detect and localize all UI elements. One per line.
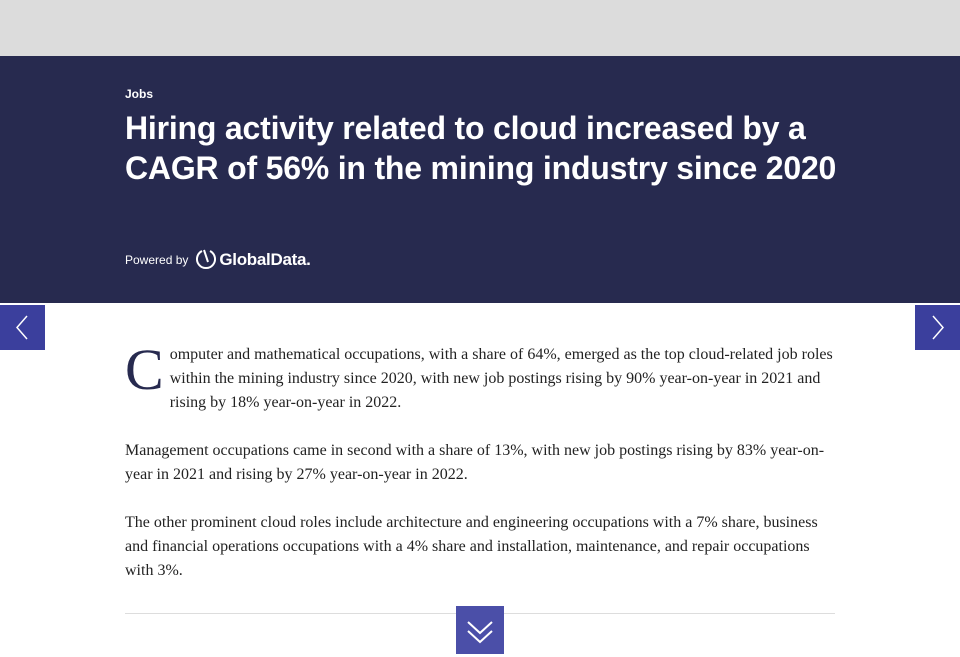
- paragraph: Computer and mathematical occupations, w…: [125, 337, 833, 411]
- headline: Hiring activity related to cloud increas…: [125, 110, 837, 186]
- category[interactable]: Jobs: [125, 87, 154, 101]
- top-bar: [0, 0, 960, 56]
- next-icon: [932, 315, 944, 340]
- paragraph: Management occupations came in second wi…: [125, 442, 825, 483]
- paragraph: The other prominent cloud roles include …: [125, 514, 818, 579]
- down-icon: [467, 621, 493, 644]
- powered-by: Powered by GlobalData.: [125, 248, 311, 272]
- article-body: Computer and mathematical occupations, w…: [125, 337, 837, 607]
- next-button[interactable]: [915, 305, 960, 350]
- prev-icon: [16, 315, 28, 340]
- hero-banner: Jobs Hiring activity related to cloud in…: [0, 56, 960, 303]
- brand-icon: [196, 249, 217, 270]
- brand-logo[interactable]: GlobalData.: [196, 248, 311, 272]
- prev-button[interactable]: [0, 305, 45, 350]
- brand-name: GlobalData.: [219, 250, 311, 269]
- powered-label: Powered by: [125, 253, 189, 267]
- scroll-down-button[interactable]: [456, 606, 504, 654]
